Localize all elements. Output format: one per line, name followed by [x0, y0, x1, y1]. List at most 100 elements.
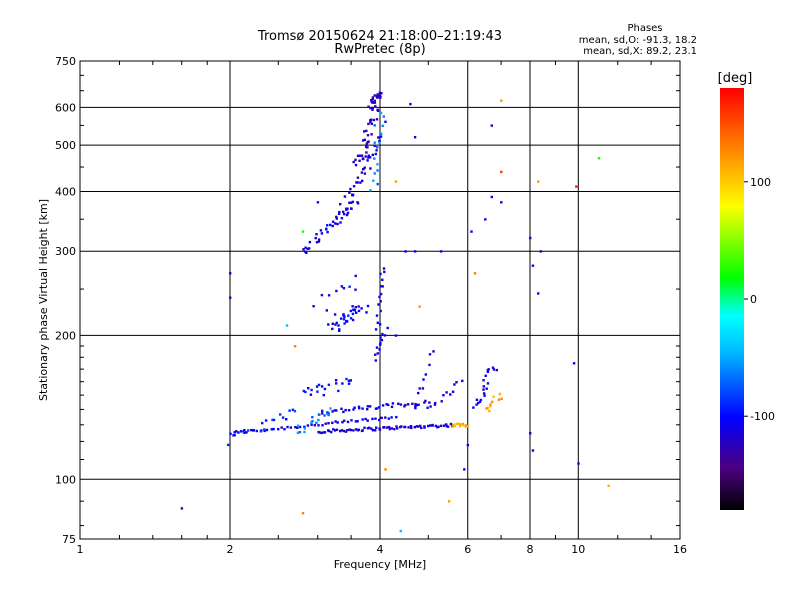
x-tick-label: 1 [77, 543, 84, 556]
echo-point [337, 324, 340, 327]
echo-point [486, 370, 490, 373]
echo-point [447, 500, 451, 503]
echo-point [371, 108, 374, 111]
echo-point [351, 318, 355, 322]
echo-point [311, 416, 314, 419]
echo-point [370, 100, 373, 103]
echo-point [358, 159, 361, 162]
echo-point [482, 388, 485, 391]
echo-point [354, 163, 358, 167]
echo-point [378, 141, 381, 145]
echo-point [264, 419, 268, 422]
echo-point [375, 314, 379, 317]
echo-point [360, 154, 364, 157]
echo-point [331, 410, 334, 413]
echo-point [342, 287, 346, 290]
echo-point [304, 390, 307, 394]
echo-point [316, 390, 319, 393]
echo-point [307, 387, 310, 390]
echo-point [341, 382, 344, 385]
echo-point [338, 210, 341, 214]
echo-point [354, 158, 357, 162]
echo-point [303, 427, 306, 430]
echo-points [180, 91, 610, 533]
echo-point [350, 207, 353, 210]
echo-point [304, 246, 307, 249]
x-tick-label: 6 [464, 543, 471, 556]
echo-point [355, 181, 358, 184]
echo-point [361, 429, 364, 432]
echo-point [233, 434, 236, 437]
echo-point [500, 201, 503, 204]
echo-point [379, 336, 382, 339]
echo-point [353, 406, 356, 409]
echo-point [263, 428, 266, 431]
echo-point [381, 404, 385, 407]
echo-point [409, 102, 412, 106]
echo-point [482, 379, 485, 382]
echo-point [423, 426, 426, 429]
echo-point [235, 430, 238, 433]
echo-point [327, 422, 330, 425]
echo-point [317, 424, 320, 427]
echo-point [342, 313, 345, 316]
echo-point [323, 414, 326, 417]
echo-point [478, 400, 482, 403]
echo-point [304, 250, 307, 253]
echo-point [387, 417, 390, 420]
x-tick-label: 16 [673, 543, 687, 556]
echo-point [346, 420, 350, 424]
echo-point [380, 339, 384, 342]
echo-point [413, 426, 416, 429]
echo-point [261, 421, 264, 425]
x-axis-label: Frequency [MHz] [334, 558, 426, 571]
echo-point [413, 250, 417, 253]
echo-point [391, 402, 395, 405]
echo-point [336, 421, 339, 424]
y-tick-label: 75 [62, 533, 76, 546]
echo-point [310, 423, 313, 426]
echo-point [489, 405, 492, 408]
echo-point [495, 368, 498, 372]
echo-point [363, 166, 366, 169]
echo-point [429, 405, 432, 408]
echo-point [434, 424, 437, 428]
echo-point [539, 250, 542, 253]
echo-point [310, 388, 313, 392]
colorbar-tick-label: -100 [750, 410, 775, 423]
echo-point [375, 94, 378, 98]
echo-point [320, 293, 324, 297]
echo-point [331, 322, 334, 325]
echo-point [395, 415, 398, 419]
echo-point [315, 385, 319, 388]
echo-point [319, 229, 323, 232]
echo-point [347, 314, 350, 317]
echo-point [315, 233, 318, 236]
echo-point [352, 185, 356, 188]
echo-point [265, 428, 269, 432]
echo-point [308, 247, 311, 250]
echo-point [350, 201, 353, 204]
echo-point [374, 353, 377, 356]
echo-point [356, 420, 359, 423]
echo-point [270, 428, 273, 431]
echo-point [390, 416, 393, 419]
echo-point [376, 146, 379, 149]
echo-point [243, 429, 246, 432]
echo-point [404, 425, 407, 429]
echo-point [426, 406, 429, 409]
echo-point [379, 272, 382, 276]
echo-point [296, 426, 299, 429]
echo-point [529, 432, 532, 435]
echo-point [366, 159, 369, 162]
echo-point [397, 402, 400, 405]
echo-point [365, 151, 368, 154]
echo-point [316, 201, 320, 204]
echo-point [327, 323, 330, 326]
chart-subtitle: RwPretec (8p) [334, 42, 425, 57]
echo-point [334, 323, 337, 326]
echo-point [340, 285, 344, 288]
echo-point [346, 429, 349, 432]
echo-point [326, 224, 329, 227]
echo-point [455, 422, 458, 426]
